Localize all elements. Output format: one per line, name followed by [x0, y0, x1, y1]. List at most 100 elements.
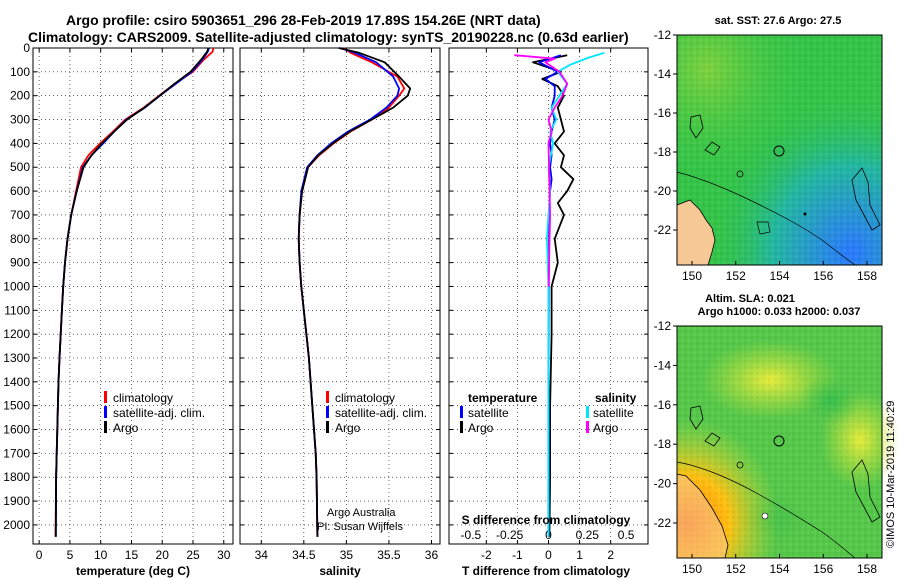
value-tick-label: 35.5: [377, 548, 401, 562]
legend-t-satellite-label: satellite: [468, 406, 509, 420]
salinity-panel: 34 34.5 35 35.5 36 salinity climatology sate…: [239, 47, 441, 578]
legend-climatology-label: climatology: [113, 391, 173, 405]
t-difference-tick-labels: -2 -1 0 1 2: [481, 548, 614, 562]
salinity-series: [297, 47, 412, 537]
legend-t-argo-label: Argo: [468, 421, 494, 435]
legend-temperature-header: temperature: [468, 391, 538, 405]
value-tick-label: 30: [217, 548, 231, 562]
sla-map: Altim. SLA: 0.021 Argo h1000: 0.033 h200…: [654, 293, 900, 576]
latitude-tick-label: -12: [654, 28, 672, 42]
value-tick-label: 15: [125, 548, 139, 562]
depth-tick-label: 700: [10, 208, 30, 222]
longitude-tick-label: 152: [726, 562, 746, 576]
depth-tick-label: 1700: [3, 446, 30, 460]
depth-tick-label: 1300: [3, 351, 30, 365]
legend-s-satellite-mark: [586, 406, 589, 418]
islet-marker-sla-2: [761, 512, 769, 520]
s-difference-tick-label: 0.25: [576, 528, 600, 542]
value-tick-label: 34.5: [292, 548, 316, 562]
depth-tick-label: 200: [10, 89, 30, 103]
sla-bathymetry-contour: [676, 461, 856, 559]
sla-map-subtitle: Argo h1000: 0.033 h2000: 0.037: [698, 306, 861, 318]
legend-climatology-mark: [104, 391, 107, 403]
value-tick-label: 35: [340, 548, 354, 562]
depth-tick-label: 1400: [3, 375, 30, 389]
sst-map-title: sat. SST: 27.6 Argo: 27.5: [715, 15, 842, 27]
temperature-panel: 0100200300400500600700800900100011001200…: [3, 41, 234, 578]
chesterfield-reef-outline: [851, 167, 881, 231]
value-tick-label: 0: [36, 548, 43, 562]
s-difference-tick-label: -0.5: [461, 528, 482, 542]
depth-tick-label: 1500: [3, 399, 30, 413]
latitude-tick-label: -20: [654, 477, 672, 491]
depth-tick-label: 600: [10, 184, 30, 198]
longitude-tick-label: 154: [769, 562, 789, 576]
legend-satellite-mark: [326, 406, 329, 418]
small-reef-outline: [756, 221, 771, 235]
salinity-plot-frame: [239, 47, 441, 545]
chesterfield-reef-outline-sla: [851, 459, 881, 523]
value-tick-label: 5: [67, 548, 74, 562]
s-difference-axis-label: S difference from climatology: [462, 513, 631, 527]
sst-map: sat. SST: 27.6 Argo: 27.5 150 152 154 156 15…: [654, 15, 883, 283]
salinity-axis-label: salinity: [319, 564, 361, 578]
latitude-tick-label: -22: [654, 223, 672, 237]
imos-timestamp: ©IMOS 10-Mar-2019 11:40:29: [885, 401, 897, 548]
depth-tick-label: 300: [10, 113, 30, 127]
latitude-tick-label: -12: [654, 319, 672, 333]
legend-s-argo-mark: [586, 421, 589, 433]
depth-tick-label: 0: [23, 41, 30, 55]
depth-tick-label: 1900: [3, 494, 30, 508]
value-tick-label: 10: [94, 548, 108, 562]
islet-marker-sla: [736, 461, 744, 469]
latitude-tick-label: -16: [654, 398, 672, 412]
sla-map-title: Altim. SLA: 0.021: [705, 293, 795, 305]
longitude-tick-label: 158: [857, 269, 877, 283]
figure-title-line2: Climatology: CARS2009. Satellite-adjuste…: [28, 29, 629, 45]
longitude-tick-label: 152: [726, 269, 746, 283]
latitude-tick-label: -22: [654, 516, 672, 530]
islet-marker: [736, 170, 744, 178]
depth-tick-label: 1000: [3, 279, 30, 293]
legend-s-satellite-label: satellite: [593, 406, 634, 420]
depth-tick-label: 100: [10, 65, 30, 79]
series-line-argo: [297, 47, 412, 537]
argo-float-position-marker: [773, 145, 785, 157]
value-tick-label: 1: [576, 548, 583, 562]
difference-series: [514, 51, 605, 537]
value-tick-label: 0: [545, 548, 552, 562]
legend-climatology-label: climatology: [335, 391, 395, 405]
sst-bathymetry-contour: [676, 171, 856, 266]
depth-tick-label: 1200: [3, 327, 30, 341]
legend-t-satellite-mark: [460, 406, 463, 418]
figure-title-line1: Argo profile: csiro 5903651_296 28-Feb-2…: [66, 12, 541, 28]
depth-tick-label: 900: [10, 256, 30, 270]
islet-dot: [803, 212, 807, 216]
temperature-tick-labels: 0 5 10 15 20 25 30: [36, 548, 231, 562]
legend-s-argo-label: Argo: [593, 421, 619, 435]
temperature-axis-label: temperature (deg C): [76, 564, 190, 578]
latitude-tick-label: -16: [654, 106, 672, 120]
argo-float-position-marker-sla: [773, 435, 785, 447]
legend-satellite-label: satellite-adj. clim.: [335, 406, 427, 420]
legend-argo-label: Argo: [335, 421, 361, 435]
salinity-grid: [240, 47, 440, 544]
institution-credit: Argo Australia: [327, 507, 396, 519]
depth-tick-label: 1100: [4, 303, 30, 317]
s-difference-tick-label: -0.25: [496, 528, 524, 542]
legend-argo-mark: [326, 421, 329, 433]
latitude-tick-label: -14: [654, 358, 672, 372]
depth-tick-label: 1800: [3, 470, 30, 484]
latitude-tick-label: -14: [654, 67, 672, 81]
series-line-s-satellite: [546, 51, 605, 537]
longitude-tick-label: 150: [682, 562, 702, 576]
pi-credit: PI: Susan Wijffels: [317, 521, 403, 533]
longitude-tick-label: 150: [682, 269, 702, 283]
temperature-series: [54, 47, 215, 537]
legend-argo-mark: [104, 421, 107, 433]
legend-satellite-label: satellite-adj. clim.: [113, 406, 205, 420]
value-tick-label: -2: [481, 548, 492, 562]
value-tick-label: 20: [156, 548, 170, 562]
value-tick-label: 36: [425, 548, 439, 562]
